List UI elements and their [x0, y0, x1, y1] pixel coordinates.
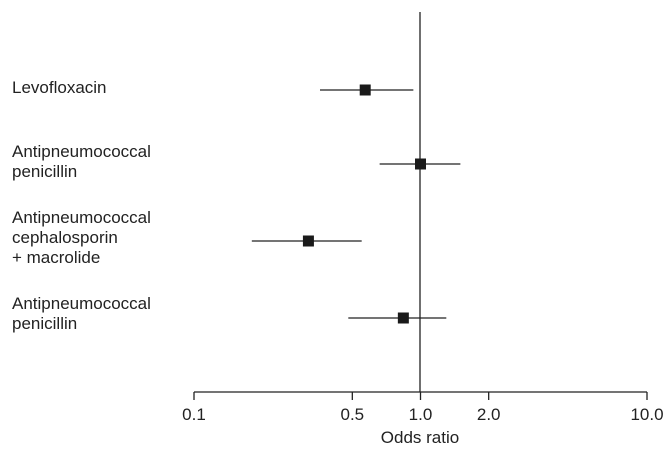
x-tick-label: 1.0 — [409, 405, 433, 424]
odds-ratio-marker — [359, 84, 371, 96]
odds-ratio-marker — [302, 235, 314, 247]
odds-ratio-marker — [397, 312, 409, 324]
x-tick-label: 10.0 — [630, 405, 663, 424]
forest-rows — [251, 84, 461, 324]
x-tick-label: 2.0 — [477, 405, 501, 424]
x-axis-ticks: 0.1 0.5 1.0 2.0 10.0 — [182, 392, 664, 424]
odds-ratio-marker — [415, 158, 426, 170]
x-axis-title: Odds ratio — [380, 428, 460, 447]
row-label: Antipneumococcal penicillin — [12, 142, 151, 181]
x-tick-label: 0.1 — [182, 405, 206, 424]
row-label: Levofloxacin — [12, 78, 107, 97]
row-label: Antipneumococcal penicillin — [12, 294, 151, 333]
row-label: Antipneumococcal cephalosporin + macroli… — [12, 208, 151, 267]
x-tick-label: 0.5 — [340, 405, 364, 424]
